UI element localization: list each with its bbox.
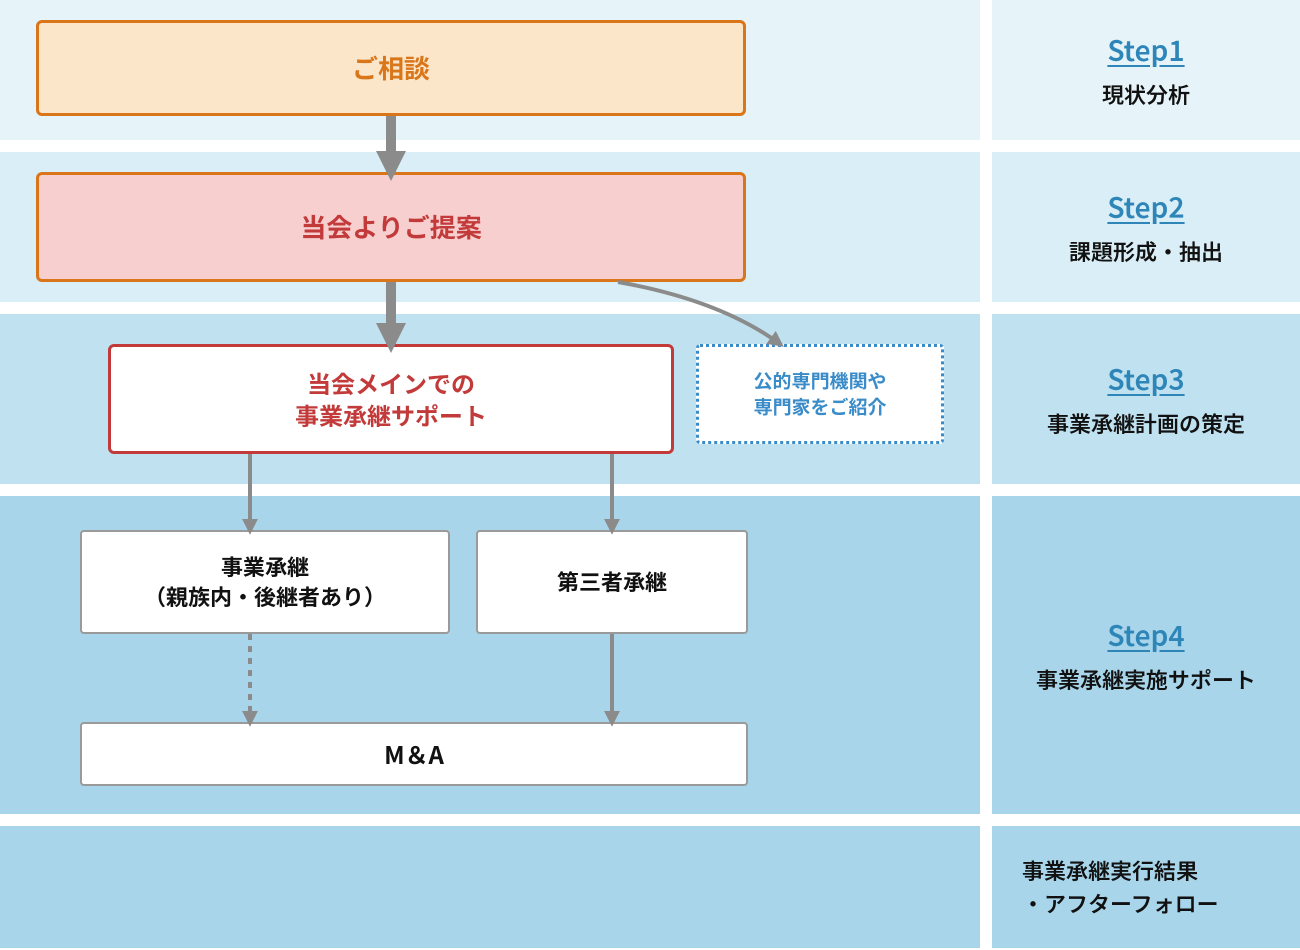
box-third_party: 第三者承継	[476, 530, 748, 634]
step-subtitle-2: 課題形成・抽出	[1069, 235, 1223, 268]
step-subtitle-3: 事業承継計画の策定	[1047, 407, 1245, 440]
step-subtitle-1: 現状分析	[1102, 78, 1190, 111]
box-proposal: 当会よりご提案	[36, 172, 746, 282]
box-main_support: 当会メインでの事業承継サポート	[108, 344, 674, 454]
box-family: 事業承継（親族内・後継者あり）	[80, 530, 450, 634]
step-subtitle-5: 事業承継実行結果・アフターフォロー	[992, 854, 1219, 920]
band-right-b4: Step4 事業承継実施サポート	[992, 496, 1300, 814]
box-ma: M＆A	[80, 722, 748, 786]
box-consult: ご相談	[36, 20, 746, 116]
band-right-b3: Step3 事業承継計画の策定	[992, 314, 1300, 484]
band-right-b2: Step2 課題形成・抽出	[992, 152, 1300, 302]
step-subtitle-4: 事業承継実施サポート	[1036, 663, 1256, 696]
band-right-b5: 事業承継実行結果・アフターフォロー	[992, 826, 1300, 948]
band-left-b5	[0, 826, 980, 948]
step-title-1: Step1	[1107, 30, 1184, 70]
box-referral: 公的専門機関や専門家をご紹介	[696, 344, 944, 444]
step-title-4: Step4	[1107, 615, 1184, 655]
step-title-2: Step2	[1107, 187, 1184, 227]
step-title-3: Step3	[1107, 359, 1184, 399]
band-right-b1: Step1 現状分析	[992, 0, 1300, 140]
